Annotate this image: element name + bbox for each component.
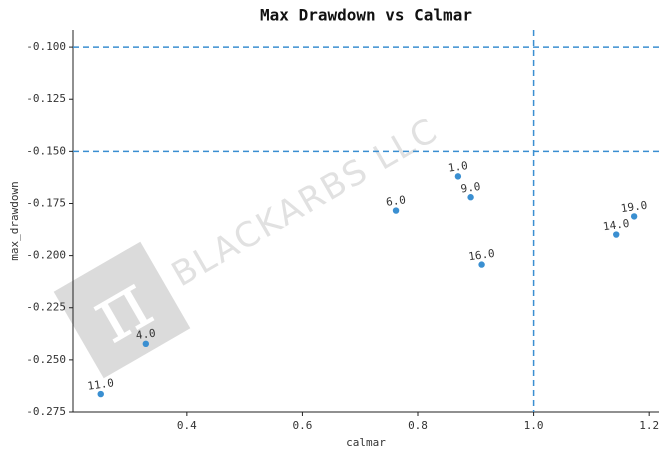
point	[454, 173, 462, 180]
x-tick-label: 1.0	[524, 419, 544, 432]
point-label: 1.0	[447, 159, 468, 175]
x-axis-label: calmar	[346, 436, 386, 449]
point	[630, 213, 638, 220]
x-tick-label: 0.4	[177, 419, 197, 432]
watermark: π BLACKARBS LLC	[53, 110, 445, 379]
y-tick-label: -0.225	[26, 301, 66, 314]
point	[142, 340, 150, 348]
point	[467, 194, 474, 201]
y-tick-label: -0.200	[26, 249, 66, 262]
x-tick-label: 1.2	[639, 419, 659, 432]
y-tick-label: -0.150	[26, 144, 66, 157]
point	[97, 390, 104, 398]
point-label: 4.0	[135, 327, 156, 343]
x-tick-label: 0.8	[408, 419, 428, 432]
point-label: 19.0	[620, 199, 648, 216]
y-tick-label: -0.100	[26, 40, 66, 53]
watermark-box	[53, 241, 191, 379]
y-tick-label: -0.250	[26, 353, 66, 366]
chart-title: Max Drawdown vs Calmar	[260, 6, 472, 25]
point	[478, 261, 485, 268]
y-tick-label: -0.125	[26, 92, 66, 105]
point-label: 11.0	[87, 376, 115, 393]
point-label: 9.0	[460, 180, 481, 196]
point-label: 6.0	[385, 193, 406, 209]
y-axis-label: max_drawdown	[8, 181, 21, 260]
point-label: 16.0	[467, 247, 495, 264]
y-tick-label: -0.275	[26, 405, 66, 418]
point-label: 14.0	[602, 217, 630, 234]
y-tick-label: -0.175	[26, 196, 66, 209]
point	[613, 231, 620, 238]
x-tick-label: 0.6	[292, 419, 312, 432]
point	[392, 207, 400, 214]
